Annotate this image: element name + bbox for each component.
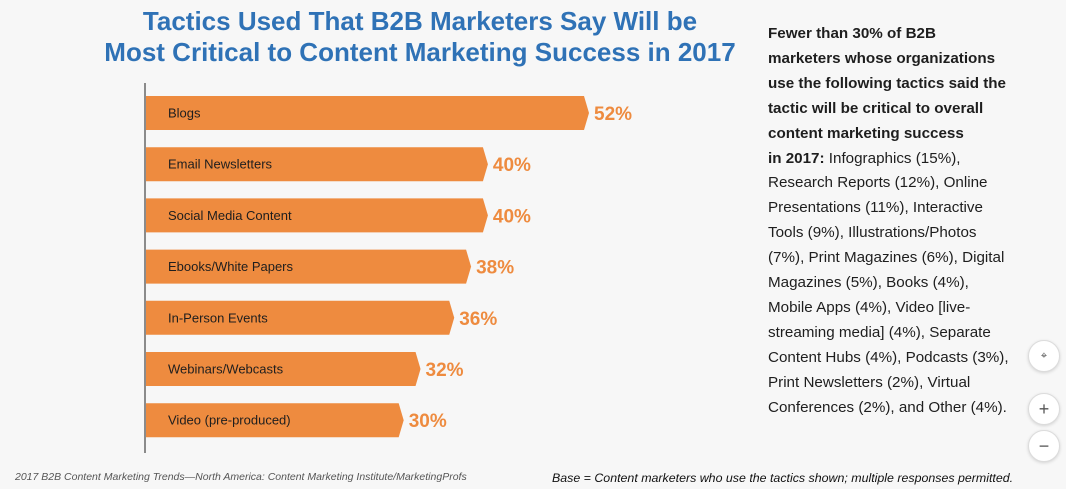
value-label: 32% [426,360,464,381]
chart-title: Tactics Used That B2B Marketers Say Will… [60,6,780,68]
bar [146,96,589,130]
sidebar-line: Research Reports (12%), Online [768,174,988,192]
zoom-out-button[interactable]: − [1028,430,1060,462]
bar-row: Ebooks/White Papers 38% [146,249,514,284]
source-note: 2017 B2B Content Marketing Trends—North … [15,471,467,483]
bar-row: Webinars/Webcasts 32% [146,352,464,386]
bar [146,352,421,386]
sidebar-mixed-line: in 2017: Infographics (15%), [768,147,1030,172]
sidebar-line: Mobile Apps (4%), Video [live- [768,298,971,316]
sidebar-text: Infographics (15%), [824,149,961,167]
sidebar-line: streaming media] (4%), Separate [768,323,991,341]
value-label: 40% [493,155,531,176]
value-label: 40% [493,206,531,227]
bar-row: Social Media Content 40% [146,198,531,233]
bar [146,249,472,284]
bar-chart: Blogs 52%Email Newsletters 40%Social Media… [144,83,632,453]
bar [146,147,488,182]
category-label: In-Person Events [168,310,268,325]
category-label: Blogs [168,106,201,121]
chart-title-line-1: Tactics Used That B2B Marketers Say Will… [142,6,698,36]
category-label: Ebooks/White Papers [168,259,294,274]
sidebar-line: Magazines (5%), Books (4%), [768,274,969,292]
sidebar-line: Presentations (11%), Interactive [768,199,983,217]
bar [146,403,404,438]
category-label: Email Newsletters [168,157,273,172]
chart-title-line-2: Most Critical to Content Marketing Succe… [104,37,736,67]
fit-to-screen-button[interactable]: ⌖ [1028,340,1060,372]
bar-row: Blogs 52% [146,96,632,130]
category-label: Video (pre-produced) [168,413,291,428]
sidebar-bold-lead: in 2017: [768,149,825,167]
value-label: 30% [409,411,447,432]
sidebar-bold-line: use the following tactics said the [768,74,1006,92]
sidebar-bold-line: marketers whose organizations [768,49,996,67]
bar-row: Video (pre-produced) 30% [146,403,447,438]
zoom-in-button[interactable]: + [1028,393,1060,425]
bar-row: Email Newsletters 40% [146,147,531,182]
sidebar-line: Tools (9%), Illustrations/Photos [768,224,977,242]
sidebar-bold-line: content marketing success [768,124,964,142]
category-label: Social Media Content [168,208,292,223]
sidebar-bold-lines: Fewer than 30% of B2B marketers whose or… [768,22,1030,147]
bar [146,300,455,335]
plus-icon: + [1038,399,1050,419]
sidebar-bold-line: tactic will be critical to overall [768,99,984,117]
minus-icon: − [1038,436,1050,456]
bar [146,198,488,233]
sidebar-line: Content Hubs (4%), Podcasts (3%), [768,348,1009,366]
value-label: 36% [459,309,497,330]
value-label: 52% [594,104,632,125]
collapse-icon: ⌖ [1040,350,1048,362]
bar-row: In-Person Events 36% [146,300,497,335]
sidebar-line: (7%), Print Magazines (6%), Digital [768,249,1005,267]
value-label: 38% [476,258,514,279]
sidebar-note: Fewer than 30% of B2B marketers whose or… [768,22,1030,421]
base-note: Base = Content marketers who use the tac… [552,471,1014,485]
category-label: Webinars/Webcasts [168,362,284,377]
sidebar-line: Conferences (2%), and Other (4%). [768,398,1007,416]
sidebar-line: Print Newsletters (2%), Virtual [768,373,971,391]
sidebar-bold-line: Fewer than 30% of B2B [768,25,936,42]
